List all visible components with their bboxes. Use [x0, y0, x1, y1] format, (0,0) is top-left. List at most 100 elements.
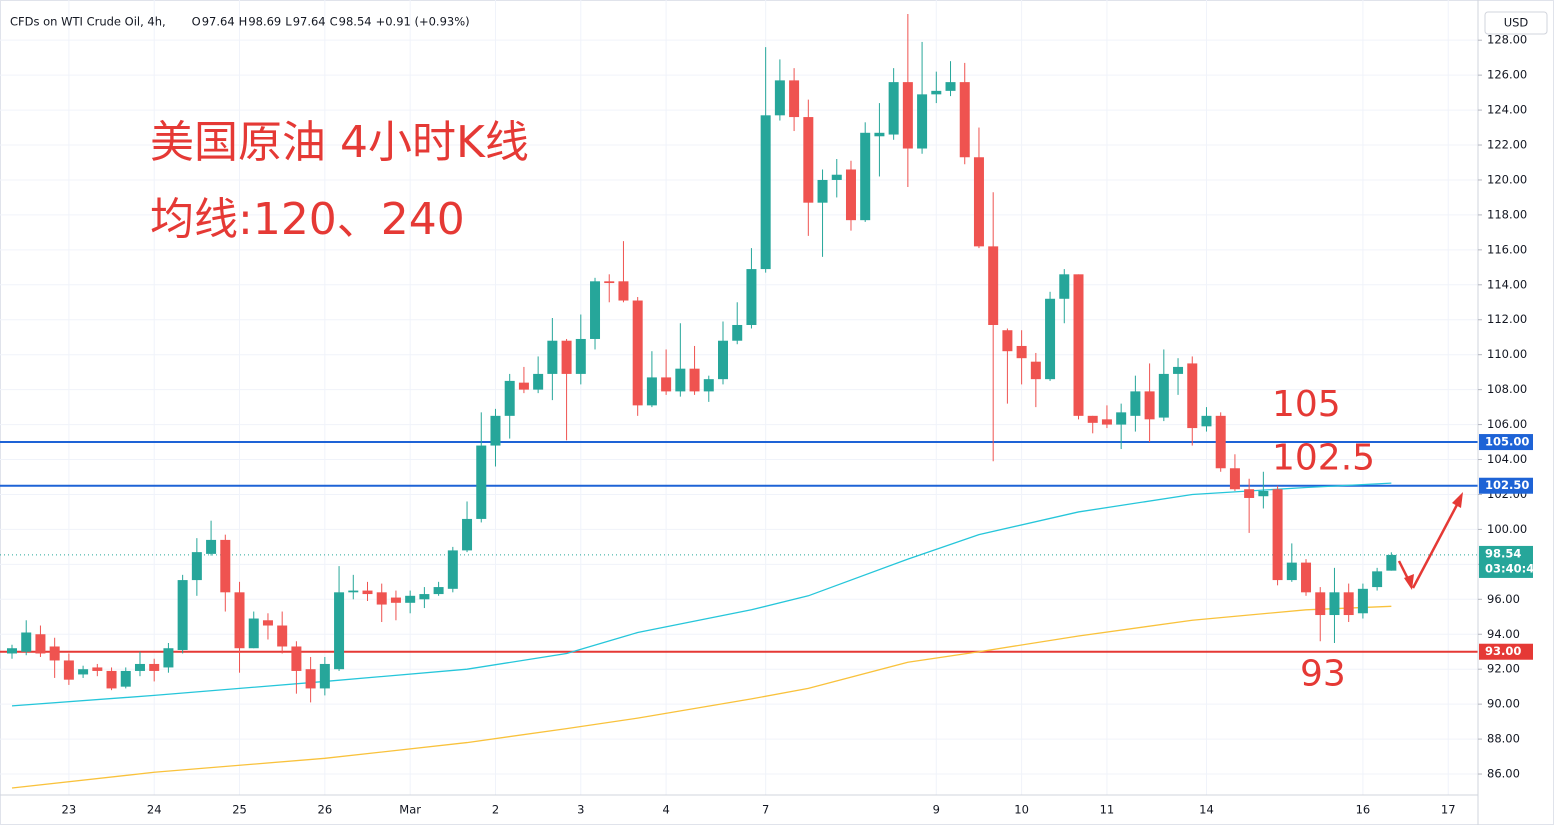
candle-body — [1329, 592, 1340, 616]
price-tag — [1479, 643, 1533, 660]
x-tick-label: Mar — [399, 803, 421, 817]
candle-body — [490, 415, 501, 446]
y-tick-label: 86.00 — [1487, 767, 1520, 781]
candle-body — [305, 669, 316, 689]
candle-body — [1357, 588, 1368, 614]
candle-body — [376, 592, 387, 605]
candle-body — [888, 82, 899, 135]
annotation-subtitle: 均线:120、240 — [150, 194, 465, 245]
last-price-label: 98.54 — [1485, 546, 1521, 560]
candle-body — [1059, 274, 1070, 299]
ohlc-key: L — [285, 15, 292, 29]
candle-body — [405, 595, 416, 603]
y-tick-label: 116.00 — [1487, 242, 1527, 256]
candle-body — [362, 590, 373, 595]
x-tick-label: 2 — [492, 803, 499, 817]
candle-body — [1130, 391, 1141, 416]
candle-body — [575, 338, 586, 374]
change-label: +0.91 (+0.93%) — [376, 15, 470, 29]
ohlc-key: C — [330, 15, 338, 29]
ohlc-value: 98.54 — [339, 15, 372, 29]
y-tick-label: 120.00 — [1487, 172, 1527, 186]
candle-body — [334, 592, 345, 670]
candle-body — [433, 587, 444, 595]
candle-body — [518, 382, 529, 390]
candle-body — [1158, 373, 1169, 418]
x-tick-label: 16 — [1356, 803, 1371, 817]
x-tick-label: 7 — [762, 803, 769, 817]
candle-body — [191, 552, 202, 581]
candle-body — [462, 518, 473, 551]
candle-body — [931, 90, 942, 95]
candle-body — [590, 281, 601, 339]
x-tick-label: 26 — [318, 803, 333, 817]
y-tick-label: 106.00 — [1487, 417, 1527, 431]
candle-body — [1343, 592, 1354, 616]
candle-body — [177, 580, 188, 650]
y-tick-label: 96.00 — [1487, 592, 1520, 606]
y-tick-label: 100.00 — [1487, 522, 1527, 536]
candle-body — [860, 132, 871, 221]
annotations: 美国原油 4小时K线 均线:120、240 105 102.5 93 — [150, 117, 1463, 695]
candle-body — [817, 179, 828, 203]
candle-body — [718, 340, 728, 380]
candle-body — [1101, 419, 1112, 425]
candle-body — [78, 669, 89, 675]
candle-body — [1272, 489, 1283, 581]
candle-body — [390, 597, 401, 603]
candle-body — [63, 660, 74, 680]
candle-body — [632, 300, 643, 406]
moving-average — [11, 605, 1392, 789]
price-tag-label: 93.00 — [1485, 644, 1521, 658]
candle-body — [1030, 361, 1041, 380]
price-tag — [1479, 477, 1533, 494]
candle-body — [1372, 571, 1383, 588]
x-tick-label: 3 — [577, 803, 584, 817]
x-tick-label: 17 — [1441, 803, 1456, 817]
arrow-head — [1404, 574, 1414, 590]
candle-body — [1144, 391, 1155, 420]
ohlc-key: H — [239, 15, 248, 29]
x-tick-label: 14 — [1199, 803, 1214, 817]
candle-body — [675, 368, 686, 392]
candle-body — [874, 132, 885, 137]
candle-body — [774, 80, 785, 116]
candle-body — [1073, 274, 1084, 416]
level-annotation: 105 — [1272, 384, 1341, 425]
candle-body — [92, 667, 103, 671]
candle-body — [419, 594, 430, 600]
candle-body — [149, 663, 160, 671]
y-tick-label: 92.00 — [1487, 662, 1520, 676]
price-tag-label: 102.50 — [1485, 478, 1529, 492]
candle-body — [319, 663, 330, 689]
candle-body — [21, 632, 32, 652]
legend-header: CFDs on WTI Crude Oil, 4h, O 97.64 H 98.69 L 9… — [10, 15, 470, 29]
x-tick-label: 25 — [232, 803, 247, 817]
candle-body — [689, 368, 700, 392]
y-tick-label: 126.00 — [1487, 68, 1527, 82]
candle-body — [262, 620, 273, 626]
y-tick-label: 108.00 — [1487, 382, 1527, 396]
candle-body — [1087, 415, 1098, 423]
moving-average — [11, 482, 1392, 707]
ohlc-value: 98.69 — [248, 15, 281, 29]
arrow — [1411, 500, 1461, 589]
candle-body — [1016, 345, 1027, 359]
candle-body — [504, 380, 515, 416]
candle-body — [291, 646, 302, 671]
candle-body — [476, 445, 487, 519]
currency-label: USD — [1504, 16, 1529, 30]
candle-body — [348, 590, 359, 593]
candle-body — [661, 377, 672, 392]
y-tick-label: 88.00 — [1487, 732, 1520, 746]
candle-body — [248, 618, 259, 649]
candle-body — [1229, 468, 1240, 490]
candle-body — [760, 115, 771, 270]
x-tick-label: 11 — [1100, 803, 1115, 817]
currency-button[interactable] — [1484, 11, 1548, 35]
y-tick-label: 128.00 — [1487, 33, 1527, 47]
candle-body — [1301, 562, 1312, 593]
candle-body — [49, 646, 60, 661]
candle-body — [618, 281, 629, 301]
